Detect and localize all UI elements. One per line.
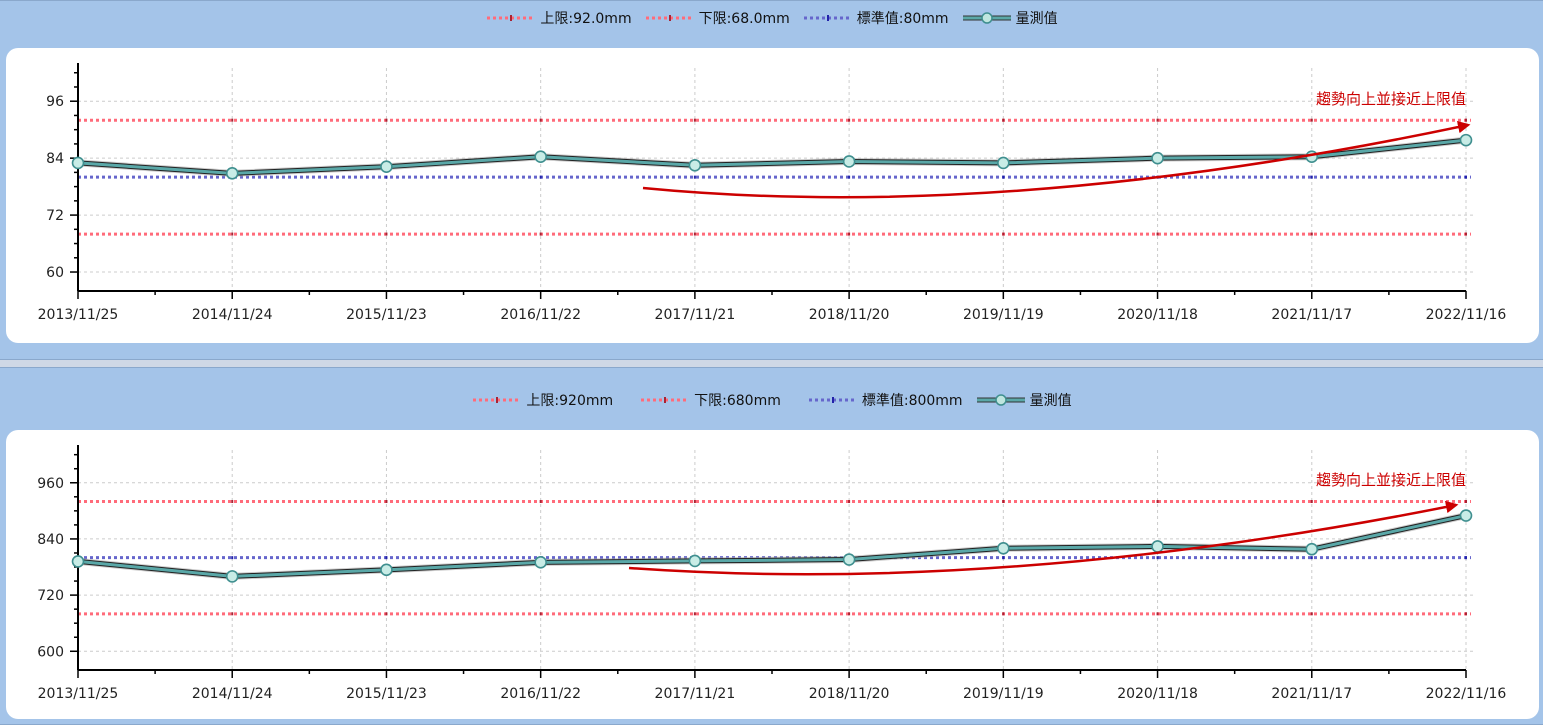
x-tick-label: 2016/11/22 xyxy=(500,686,581,702)
data-point xyxy=(842,553,856,566)
x-tick-label: 2014/11/24 xyxy=(192,307,273,323)
y-tick-label: 96 xyxy=(46,94,64,110)
legend-standard[interactable]: 標準值:80mm xyxy=(802,8,949,28)
legend-standard-label: 標準值:80mm xyxy=(856,11,949,27)
line-chart-1: 60 72 84 96 2013/11/25 2014/11/24 2015/11/23 20… xyxy=(38,63,1507,323)
data-point xyxy=(71,555,85,568)
x-tick-label: 2017/11/21 xyxy=(655,686,736,702)
upper-limit-line-icon xyxy=(487,15,536,21)
x-tick-label: 2020/11/18 xyxy=(1117,307,1198,323)
y-tick-label: 960 xyxy=(37,476,64,492)
chart-card: 60 72 84 96 2013/11/25 2014/11/24 2015/11/23 20… xyxy=(6,48,1539,343)
x-tick-label: 2014/11/24 xyxy=(192,686,273,702)
lower-limit-line-icon xyxy=(641,397,690,403)
x-tick-label: 2015/11/23 xyxy=(346,686,427,702)
x-tick-label: 2018/11/20 xyxy=(809,686,890,702)
standard-line-icon xyxy=(808,397,857,403)
legend-upper-limit[interactable]: 上限:92.0mm xyxy=(485,8,632,28)
legend-upper-label: 上限:920mm xyxy=(526,393,614,409)
data-point xyxy=(380,563,393,577)
trend-annotation: 趨勢向上並接近上限值 xyxy=(1316,471,1466,489)
data-point xyxy=(997,541,1010,555)
data-point xyxy=(1151,540,1164,553)
data-point xyxy=(534,150,547,164)
chart-legend: 上限:92.0mm 下限:68.0mm 標準值:80mm 量測值 xyxy=(0,3,1543,33)
y-tick-label: 84 xyxy=(46,151,64,167)
legend-standard-label: 標準值:800mm xyxy=(861,393,963,409)
trend-arrow xyxy=(642,120,1471,199)
legend-measured-label: 量測值 xyxy=(1029,393,1072,409)
data-point xyxy=(225,167,239,180)
chart-panel-2: 上限:920mm 下限:680mm 標準值:800mm 量測值 xyxy=(0,367,1543,725)
legend-lower-limit[interactable]: 下限:680mm xyxy=(639,390,781,410)
x-tick-label: 2019/11/19 xyxy=(963,686,1044,702)
series-line xyxy=(77,138,1467,175)
legend-upper-label: 上限:92.0mm xyxy=(540,11,632,27)
data-point xyxy=(380,160,393,173)
data-point xyxy=(1459,133,1473,147)
upper-limit-line-icon xyxy=(473,397,522,403)
standard-line-icon xyxy=(803,15,852,21)
chart-panel-1: 上限:92.0mm 下限:68.0mm 標準值:80mm 量測值 xyxy=(0,0,1543,360)
measured-line-icon xyxy=(962,12,1011,24)
chart-card: 600 720 840 960 2013/11/25 2014/11/24 2015/11/… xyxy=(6,430,1539,719)
data-point xyxy=(71,156,85,170)
y-tick-label: 600 xyxy=(37,644,64,660)
trend-arrow xyxy=(628,500,1459,576)
series-outline xyxy=(77,513,1467,579)
x-tick-label: 2021/11/17 xyxy=(1271,686,1352,702)
data-point xyxy=(842,155,856,168)
x-tick-label: 2015/11/23 xyxy=(346,307,427,323)
series-line xyxy=(77,514,1467,578)
data-point xyxy=(225,570,239,583)
data-point xyxy=(688,158,702,172)
data-point xyxy=(688,554,702,568)
lower-limit-line-icon xyxy=(645,15,694,21)
x-tick-label: 2022/11/16 xyxy=(1426,307,1507,323)
legend-lower-label: 下限:680mm xyxy=(694,393,781,409)
x-tick-label: 2022/11/16 xyxy=(1426,686,1507,702)
x-tick-label: 2019/11/19 xyxy=(963,307,1044,323)
x-tick-label: 2021/11/17 xyxy=(1271,307,1352,323)
x-tick-label: 2018/11/20 xyxy=(809,307,890,323)
y-tick-label: 60 xyxy=(46,265,64,281)
x-tick-label: 2016/11/22 xyxy=(500,307,581,323)
x-tick-label: 2013/11/25 xyxy=(38,307,119,323)
legend-measured-label: 量測值 xyxy=(1015,11,1058,27)
legend-upper-limit[interactable]: 上限:920mm xyxy=(471,390,613,410)
measured-line-icon xyxy=(976,394,1025,406)
data-point xyxy=(1305,542,1319,556)
x-tick-label: 2017/11/21 xyxy=(655,307,736,323)
data-point xyxy=(1151,151,1164,165)
x-tick-label: 2020/11/18 xyxy=(1117,686,1198,702)
y-tick-label: 840 xyxy=(37,532,64,548)
chart-legend: 上限:920mm 下限:680mm 標準值:800mm 量測值 xyxy=(0,385,1543,415)
data-point xyxy=(1459,509,1473,522)
legend-standard[interactable]: 標準值:800mm xyxy=(807,390,963,410)
data-point xyxy=(534,556,547,569)
legend-measured[interactable]: 量測值 xyxy=(961,8,1058,28)
y-tick-label: 72 xyxy=(46,208,64,224)
x-tick-label: 2013/11/25 xyxy=(38,686,119,702)
legend-lower-limit[interactable]: 下限:68.0mm xyxy=(644,8,790,28)
trend-annotation: 趨勢向上並接近上限值 xyxy=(1316,90,1466,108)
y-tick-label: 720 xyxy=(37,588,64,604)
line-chart-2: 600 720 840 960 2013/11/25 2014/11/24 2015/11/… xyxy=(37,445,1507,702)
legend-measured[interactable]: 量測值 xyxy=(975,390,1072,410)
legend-lower-label: 下限:68.0mm xyxy=(698,11,790,27)
data-point xyxy=(997,156,1010,170)
